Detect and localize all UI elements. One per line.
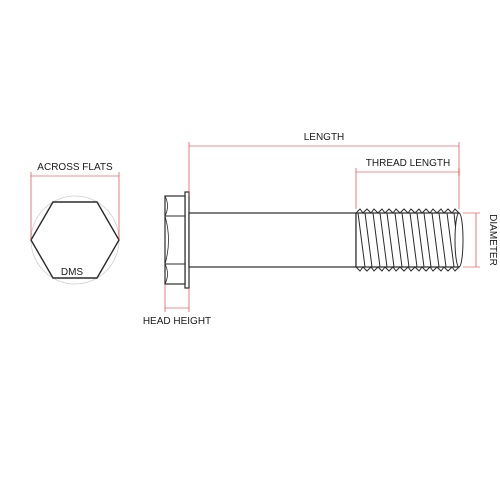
label-dms: DMS xyxy=(61,267,84,278)
label-thread-length: THREAD LENGTH xyxy=(366,158,450,169)
label-head-height: HEAD HEIGHT xyxy=(143,316,211,327)
dim-thread-length xyxy=(356,168,459,209)
front-view: ACROSS FLATS DMS xyxy=(31,162,119,284)
thread-section xyxy=(356,209,463,271)
hex-head-side xyxy=(165,192,189,288)
dim-length xyxy=(189,142,459,209)
label-length: LENGTH xyxy=(304,132,345,143)
dim-diameter xyxy=(463,213,480,267)
label-diameter: DIAMETER xyxy=(487,214,498,266)
bolt-diagram: ACROSS FLATS DMS xyxy=(0,0,500,500)
label-across-flats: ACROSS FLATS xyxy=(37,162,113,173)
side-view: LENGTH THREAD LENGTH HEAD HEIGHT DIAMETE… xyxy=(143,132,498,327)
shank xyxy=(189,213,356,267)
